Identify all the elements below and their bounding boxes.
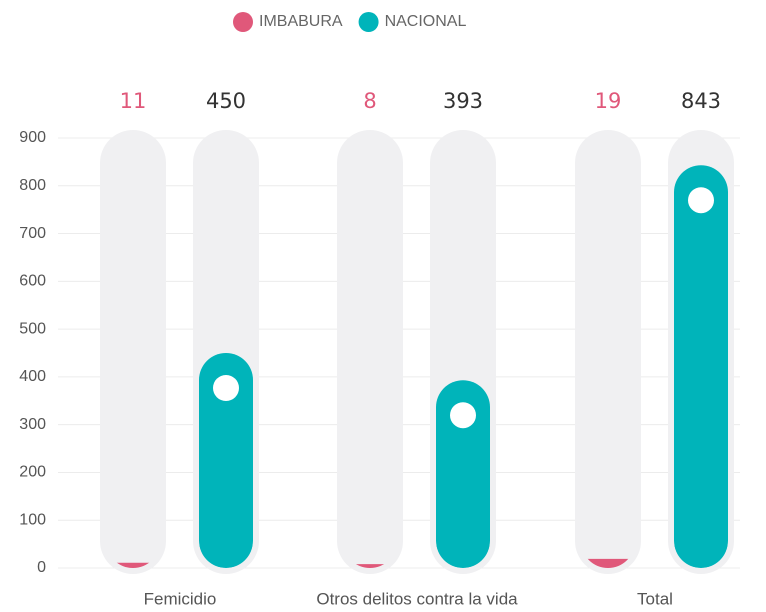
bar <box>674 165 728 568</box>
legend-swatch <box>233 12 253 32</box>
legend-swatch <box>358 12 379 32</box>
y-tick-label: 400 <box>19 368 46 385</box>
y-tick-label: 900 <box>19 129 46 146</box>
legend-label: NACIONAL <box>385 13 467 30</box>
x-tick-label: Total <box>637 589 673 608</box>
value-label: 11 <box>120 89 147 113</box>
y-tick-label: 600 <box>19 273 46 290</box>
bar-knob <box>688 187 714 214</box>
y-tick-label: 200 <box>19 464 46 481</box>
value-label: 19 <box>595 89 622 113</box>
bar-knob <box>213 375 239 401</box>
value-label: 393 <box>443 89 483 113</box>
bar-track <box>575 130 641 574</box>
x-tick-label: Otros delitos contra la vida <box>316 589 518 608</box>
bar <box>436 380 490 568</box>
y-tick-label: 300 <box>19 416 46 433</box>
y-tick-label: 100 <box>19 511 46 528</box>
y-tick-label: 0 <box>37 559 46 576</box>
y-tick-label: 800 <box>19 177 46 194</box>
value-label: 8 <box>363 89 376 113</box>
value-label: 450 <box>206 89 246 113</box>
y-tick-label: 500 <box>19 320 46 337</box>
bar-knob <box>450 402 476 429</box>
bar <box>199 353 253 568</box>
x-tick-label: Femicidio <box>144 589 217 608</box>
legend-label: IMBABURA <box>259 13 343 30</box>
bar-track <box>337 130 403 574</box>
bar-track <box>100 130 166 574</box>
y-tick-label: 700 <box>19 225 46 242</box>
value-label: 843 <box>681 89 721 113</box>
